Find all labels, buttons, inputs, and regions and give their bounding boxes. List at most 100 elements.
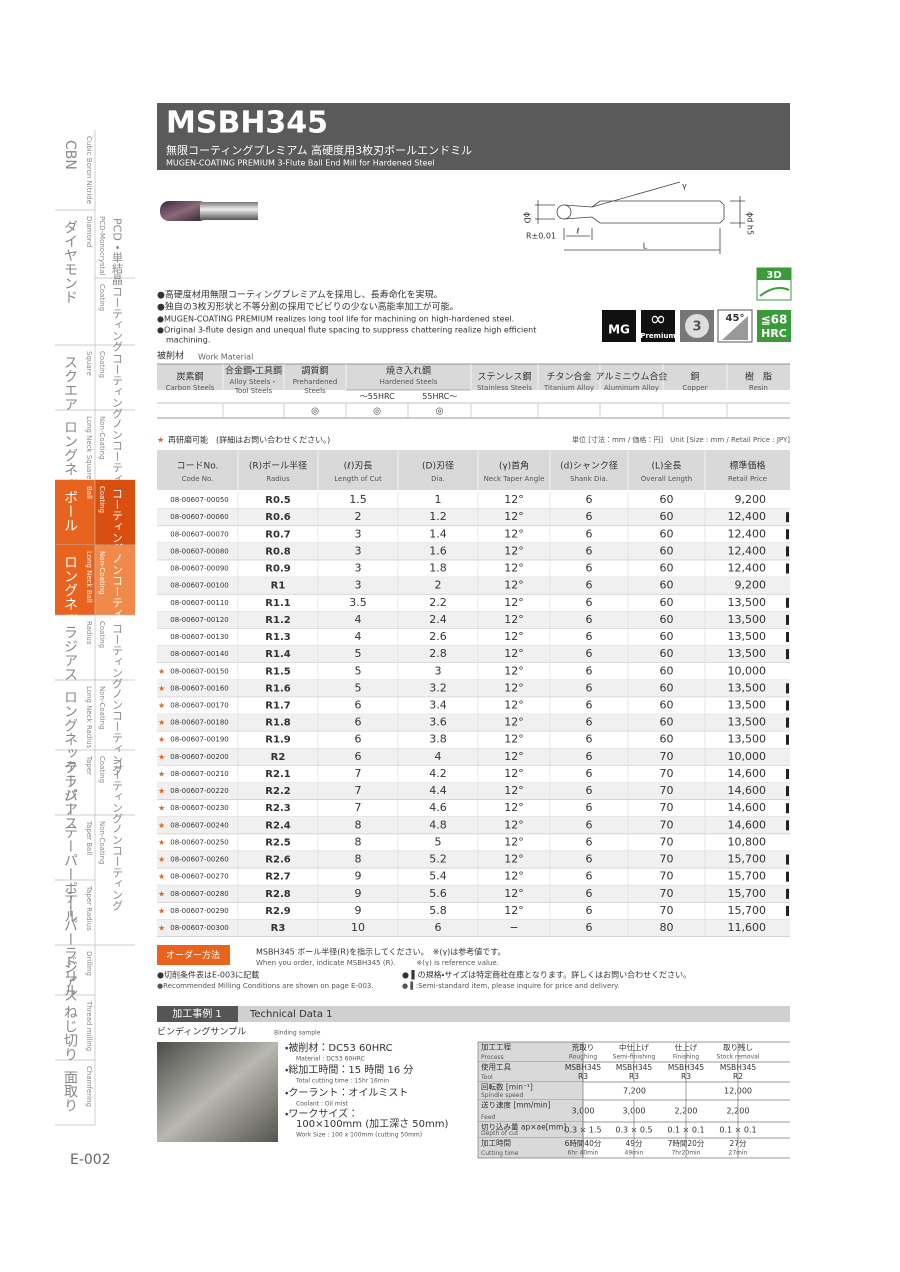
table-cell: 6 [586,716,593,729]
sidebar-category: ラジアス [62,625,78,681]
price: 12,400 [728,510,767,523]
price: 13,500 [728,681,767,694]
table-cell: 1.8 [429,562,447,575]
sidebar-category: スクエア [62,355,78,411]
price: 11,600 [728,921,767,934]
icon-text: 3 [692,320,701,335]
sidebar-category: ダイヤモンド [62,220,78,304]
column-header-en: Overall Length [641,475,692,483]
radius: R2.6 [265,855,290,866]
sidebar-sub: コーティング [111,758,124,824]
table-cell: 6 [586,921,593,934]
radius: R0.8 [265,546,290,557]
semi-note: ● ▌の規格・サイズは特定商社在庫となります。詳しくはお問い合わせください。 [402,970,691,980]
material-sub: ～55HRC [360,392,395,401]
sidebar-category: 面取り [62,1070,78,1112]
sample-title-en: Binding sample [274,1030,321,1037]
row-stripe [157,714,790,732]
table-cell: 6 [586,835,593,848]
icon-3d-curve [759,287,790,297]
material-name: 合金鋼・工具鋼 [225,365,282,377]
star: ★ [158,752,165,761]
sidebar-category-en: Thread milling [85,1000,93,1051]
icon-premium [641,310,675,342]
column-header: (γ)首角 [499,460,529,472]
radius: R1.5 [265,666,290,677]
table-cell: 60 [660,647,674,660]
radius: R2.4 [265,820,290,831]
table-cell: 1 [435,493,442,506]
column-header: (L)全長 [651,460,681,472]
star: ★ [157,436,164,445]
material-name: 樹 脂 [745,371,772,383]
radius: R1.9 [265,735,290,746]
sidebar-sub: PCD・単結晶 [111,218,124,285]
sidebar-category-en: Cubic Boron Nitride [85,136,93,204]
sidebar-category-en: Diamond [85,216,93,248]
table-cell: 6 [586,596,593,609]
table-cell: 12° [504,835,524,848]
semi-standard-mark [786,803,789,814]
table-cell: 6 [586,801,593,814]
material-mark: ◎ [436,407,444,417]
sidebar-sub: コーティング [111,623,124,689]
condition: ・総加工時間：15 時間 16 分 [285,1063,413,1076]
table-cell: 3.4 [429,699,447,712]
icon-text: ∞ [650,307,667,331]
condition: ・ワークサイズ： [285,1107,358,1120]
dim-label: ℓ [575,227,579,236]
table-cell: 6 [586,544,593,557]
material-mark: ◎ [311,407,319,417]
code-no: 08-00607-00200 [170,753,229,761]
radius: R0.7 [265,529,290,540]
table-cell: 12° [504,596,524,609]
sidebar-active-bg [95,480,135,545]
table-cell: 70 [660,904,674,917]
column-header: 標準価格 [729,460,765,472]
table-cell: 3.6 [429,716,447,729]
row-stripe [157,816,790,834]
star: ★ [158,838,165,847]
radius: R1.1 [265,598,290,609]
row-stripe [157,577,790,595]
semi-standard-mark [786,529,789,540]
icon-text: 3D [766,270,781,281]
price: 13,500 [728,733,767,746]
sidebar-sub-en: PCD-Monocrystal [98,216,106,276]
sidebar-sub: コーティング [111,286,124,352]
table-cell: 8 [355,818,362,831]
feature-text: ●独自の3枚刃形状と不等分割の採用でビビりの少ない高能率加工が可能。 [157,301,459,313]
page-number: E-002 [70,1152,111,1168]
table-cell: 5.6 [429,887,447,900]
sidebar-category-en: Long Neck Ball [85,551,93,603]
material-name-en: Prehardened [293,378,338,386]
table-cell: 6 [355,716,362,729]
price: 14,600 [728,767,767,780]
column-header-en: Dia. [431,475,445,483]
star: ★ [158,769,165,778]
table-cell: 4.4 [429,784,447,797]
condition: ・被削材：DC53 60HRC [285,1041,393,1054]
regrind-note: 再研磨可能 (詳細はお問い合わせください。) [168,435,330,445]
tech-label-bg [478,1138,583,1158]
table-cell: 12° [504,853,524,866]
tech-label: 送り速度 [mm/min] [481,1100,551,1110]
sidebar-category: CBN [62,140,78,170]
sidebar-category: ボール [62,490,78,532]
subtitle-jp: 無限コーティングプレミアム 高硬度用3枚刃ボールエンドミル [166,143,472,157]
price: 9,200 [735,493,767,506]
code-no: 08-00607-00220 [170,787,229,795]
radius: R2.8 [265,889,290,900]
radius: R2.1 [265,769,290,780]
material-name-en: Carbon Steels [166,384,215,392]
tech-label: 加工工程 [481,1042,511,1052]
table-cell: 60 [660,579,674,592]
row-stripe [157,679,790,697]
code-no: 08-00607-00110 [170,599,229,607]
radius: R0.6 [265,512,290,523]
table-cell: 4.2 [429,767,447,780]
price: 14,600 [728,784,767,797]
dim-label: ϕd h5 [746,212,755,235]
sidebar-category: ねじ切り [62,1005,78,1061]
